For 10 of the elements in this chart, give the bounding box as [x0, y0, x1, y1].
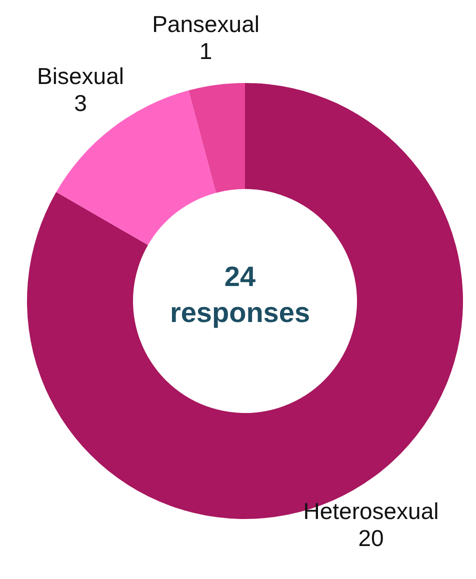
text: 24 responses	[170, 261, 310, 328]
data-label: 20	[358, 524, 384, 551]
slice-label: Pansexual	[152, 11, 260, 38]
donut-slice	[56, 90, 216, 245]
slice-label: Bisexual	[37, 63, 124, 90]
donut-slice	[188, 83, 245, 193]
data-label: 3	[74, 90, 87, 116]
data-label: 1	[199, 38, 212, 64]
donut-slice	[27, 83, 463, 519]
slice-label: Heterosexual	[303, 498, 439, 524]
